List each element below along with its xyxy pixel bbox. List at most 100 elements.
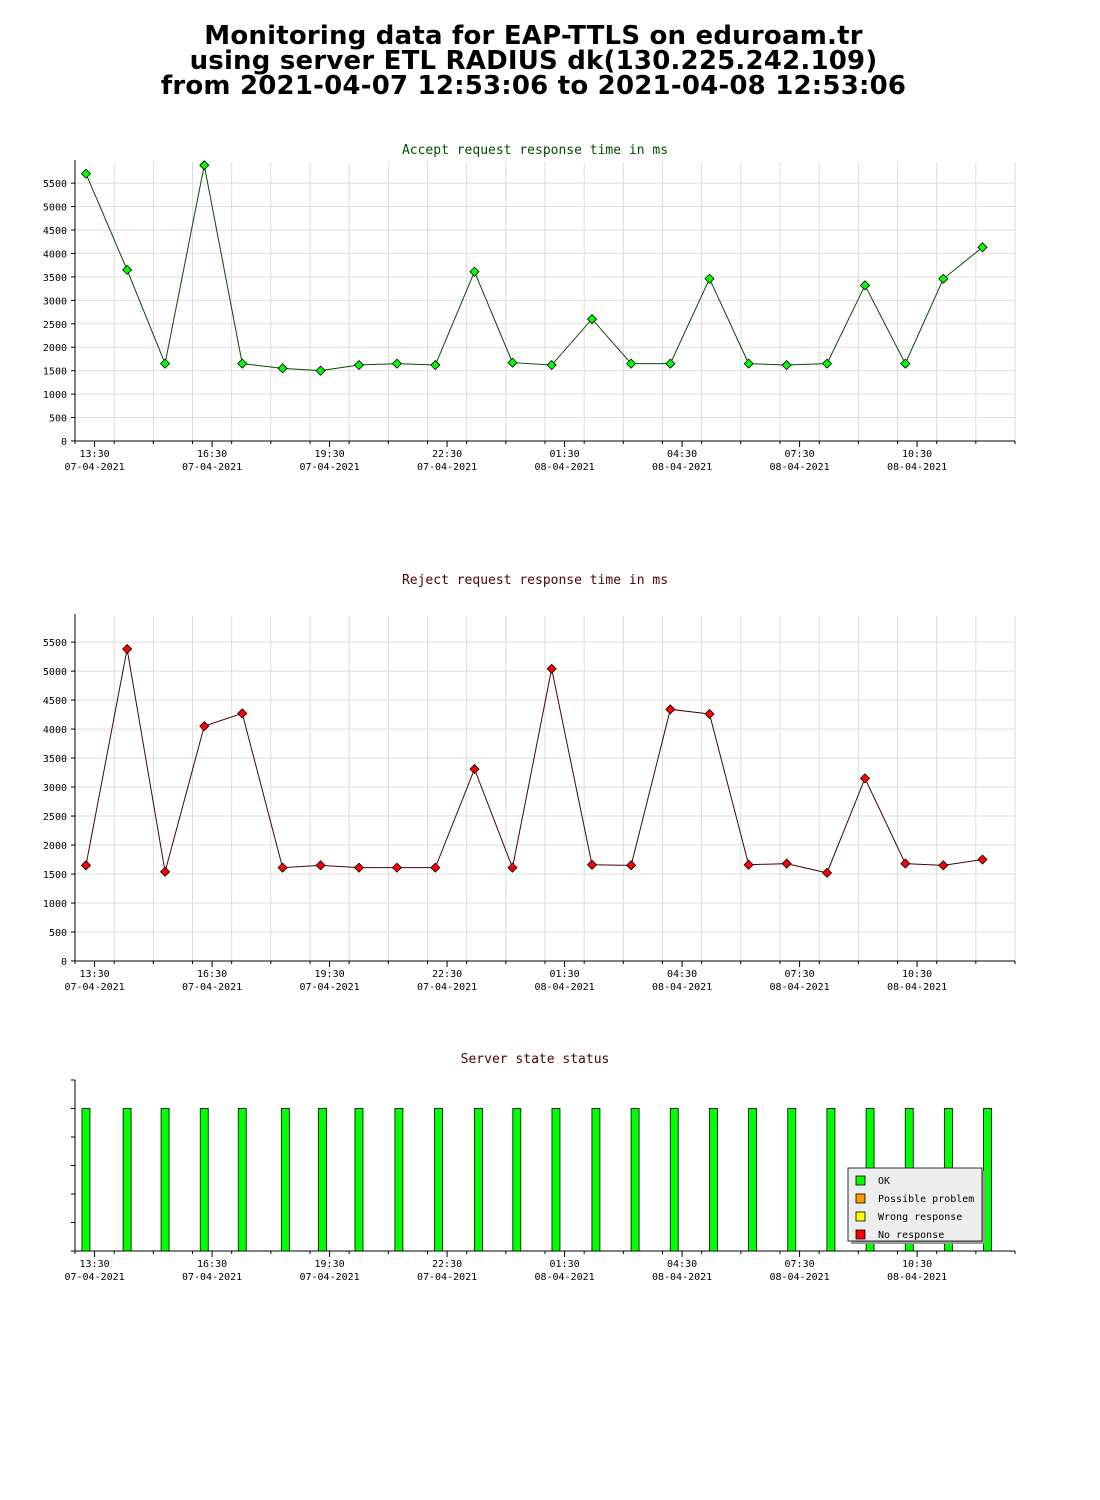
legend-label: No response [878,1230,944,1241]
data-point [781,858,792,869]
y-tick-label: 2000 [43,343,67,354]
data-point [237,708,248,719]
x-tick-label-date: 07-04-2021 [417,462,477,473]
legend-swatch [855,1211,866,1222]
data-point [391,862,403,873]
x-tick-label-date: 08-04-2021 [887,462,947,473]
x-tick-label-date: 08-04-2021 [887,1272,947,1283]
reject-response-chart: Reject request response time in ms 0 500 10… [43,573,1016,993]
x-tick-label-date: 07-04-2021 [299,1272,359,1283]
data-point [977,854,988,865]
x-tick-label-time: 19:30 [315,969,345,980]
x-tick-label-time: 07:30 [785,449,815,460]
status-bar [318,1108,327,1252]
data-point [859,280,871,291]
chart-title: Accept request response time in ms [402,143,668,158]
status-bar [280,1108,290,1252]
x-tick-label-date: 07-04-2021 [182,462,242,473]
title-line-3: from 2021-04-07 12:53:06 to 2021-04-08 1… [160,71,907,101]
chart-title: Reject request response time in ms [402,573,668,588]
status-bar [551,1108,561,1252]
x-tick-label-date: 07-04-2021 [299,462,359,473]
x-tick-label-time: 16:30 [197,969,227,980]
y-tick-label: 1500 [43,870,67,881]
legend-swatch [855,1175,866,1186]
data-point [199,160,210,171]
y-tick-label: 500 [49,414,67,425]
x-tick-label-time: 13:30 [80,969,110,980]
data-point [469,266,480,277]
data-point [391,358,403,369]
y-tick-label: 0 [61,437,67,448]
data-point [353,359,365,371]
y-tick-label: 1000 [43,390,67,401]
status-bar [122,1108,132,1252]
y-tick-label: 4000 [43,725,67,736]
x-tick-label-time: 01:30 [550,449,580,460]
x-tick-label-time: 10:30 [902,969,932,980]
data-point [546,663,557,674]
data-point [80,860,92,871]
legend-swatch [855,1229,866,1240]
data-point [122,643,133,655]
y-tick-label: 5000 [43,203,67,214]
data-point [122,264,133,275]
page-title: Monitoring data for EAP-TTLS on eduroam.… [0,21,1067,101]
data-point [821,358,833,369]
status-bar [81,1108,91,1252]
data-point [626,860,637,871]
legend-box [847,1167,983,1242]
y-tick-label: 500 [49,928,67,939]
y-tick-label: 5500 [43,638,67,649]
accept-response-chart: Accept request response time in ms 0 500 10… [43,143,1016,473]
data-point [546,359,557,371]
data-point [704,273,715,284]
y-tick-label: 3000 [43,783,67,794]
series-line [85,165,983,372]
status-bar [354,1108,364,1252]
x-tick-label-time: 10:30 [902,1259,932,1270]
status-bar [709,1108,718,1252]
x-tick-label-date: 08-04-2021 [769,462,829,473]
y-tick-label: 4000 [43,249,67,260]
x-tick-label-date: 08-04-2021 [534,1272,594,1283]
x-tick-label-time: 10:30 [902,449,932,460]
y-tick-label: 1000 [43,899,67,910]
y-tick-label: 3000 [43,296,67,307]
data-point [80,168,92,179]
data-point [237,358,248,369]
data-point [277,363,288,374]
status-bar [669,1108,679,1252]
y-tick-label: 1500 [43,367,67,378]
x-tick-label-date: 07-04-2021 [64,462,124,473]
x-tick-label-time: 07:30 [785,969,815,980]
y-tick-label: 2500 [43,320,67,331]
data-point [938,273,949,284]
legend-label: Wrong response [878,1212,962,1223]
x-tick-label-time: 07:30 [785,1259,815,1270]
x-tick-label-time: 22:30 [432,969,462,980]
chart-title: Server state status [461,1052,610,1067]
data-point [315,365,326,376]
x-tick-label-time: 01:30 [550,969,580,980]
x-tick-label-date: 08-04-2021 [652,1272,712,1283]
title-line-1: Monitoring data for EAP-TTLS on eduroam.… [204,21,863,51]
status-bar [826,1108,836,1252]
legend-label: OK [878,1176,890,1187]
server-state-chart: Server state status 13:30 07-04-2021 16:30 0… [64,1052,1016,1283]
y-tick-label: 2000 [43,841,67,852]
y-tick-label: 4500 [43,226,67,237]
status-bar [787,1108,797,1252]
y-tick-label: 3500 [43,273,67,284]
x-tick-label-time: 01:30 [550,1259,580,1270]
y-tick-label: 5000 [43,667,67,678]
x-tick-label-time: 19:30 [315,449,345,460]
y-tick-label: 0 [61,957,67,968]
data-point [507,862,518,873]
x-tick-label-date: 08-04-2021 [534,982,594,993]
data-point [821,867,833,878]
data-point [859,773,871,784]
legend-swatch [855,1193,866,1204]
data-point [353,862,365,873]
data-point [315,860,326,871]
